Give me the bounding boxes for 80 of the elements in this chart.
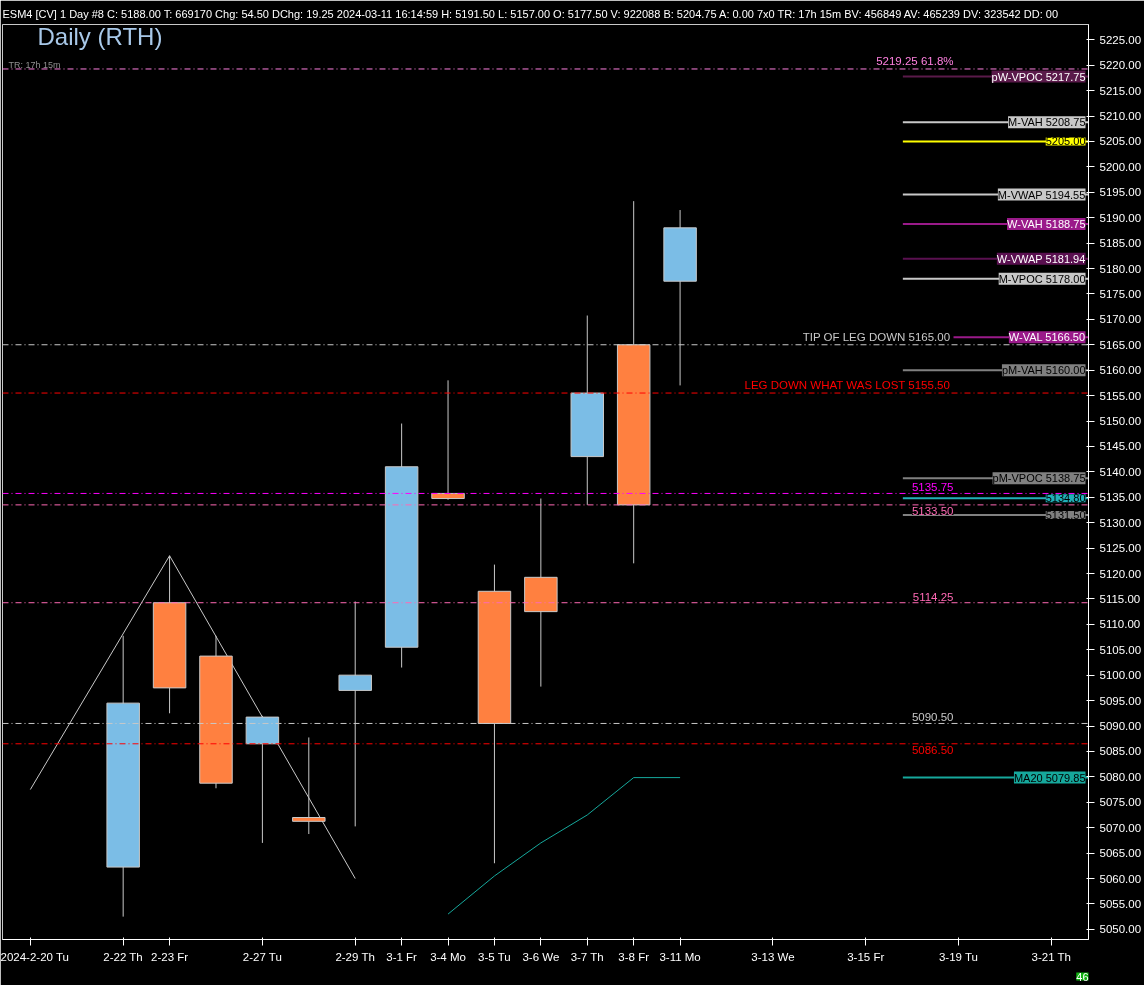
x-tick-label: 2-22 Th xyxy=(103,950,143,963)
x-tick-label: 3-4 Mo xyxy=(430,950,466,963)
y-tick-label: 5065.00 xyxy=(1099,847,1142,860)
ref-line-label: 5090.50 xyxy=(911,711,954,724)
x-tick-label: 3-13 We xyxy=(751,950,795,963)
y-tick-label: 5085.00 xyxy=(1099,745,1142,758)
candlestick xyxy=(292,736,326,835)
y-tick-label: 5205.00 xyxy=(1099,135,1142,148)
y-tick-label: 5160.00 xyxy=(1099,364,1142,377)
x-tick-label: 3-5 Tu xyxy=(478,950,511,963)
y-tick-label: 5150.00 xyxy=(1099,415,1142,427)
line-series xyxy=(447,777,681,915)
y-tick-label: 5120.00 xyxy=(1099,567,1142,580)
y-tick-label: 5195.00 xyxy=(1099,186,1142,199)
ref-line-label: 5135.75 xyxy=(911,481,954,494)
y-tick-label: 5130.00 xyxy=(1099,516,1142,529)
y-tick-label: 5135.00 xyxy=(1099,491,1142,504)
y-tick-label: 5155.00 xyxy=(1099,389,1142,402)
y-tick-label: 5105.00 xyxy=(1099,643,1142,656)
y-tick-label: 5110.00 xyxy=(1099,618,1141,631)
y-tick-label: 5050.00 xyxy=(1099,923,1142,936)
ref-line-label: pM-VAH 5160.00 xyxy=(1001,364,1086,377)
y-tick-label: 5170.00 xyxy=(1099,313,1142,326)
y-tick-label: 5140.00 xyxy=(1099,465,1142,478)
x-tick-label: 2-23 Fr xyxy=(151,950,189,963)
x-tick-label: 3-19 Tu xyxy=(938,950,978,963)
y-tick-label: 5225.00 xyxy=(1099,33,1142,46)
x-tick-label: 2-29 Th xyxy=(335,950,375,963)
y-tick-label: 5190.00 xyxy=(1099,211,1142,224)
y-tick-label: 5200.00 xyxy=(1099,160,1142,173)
y-tick-label: 5185.00 xyxy=(1099,237,1142,250)
y-tick-label: 5060.00 xyxy=(1099,872,1142,885)
y-tick-label: 5055.00 xyxy=(1099,897,1142,910)
y-tick-label: 5125.00 xyxy=(1099,542,1142,555)
ref-line-label: 5133.50 xyxy=(911,504,954,517)
y-tick-label: 5115.00 xyxy=(1099,592,1141,605)
y-tick-label: 5075.00 xyxy=(1099,796,1142,809)
x-tick-label: 3-15 Fr xyxy=(847,950,885,963)
text: TR: 17h 15m xyxy=(8,59,61,70)
text: ESM4 [CV] 1 Day #8 C: 5188.00 T: 669170 Chg: 54.50 DChg: 19.25 2024-03-11 16:14:59 H: 5191.50 L: 5157.00 O: 5177.50 V: 922088 B: 5204.75 A: 0.00 7x0 TR: 17h 15m BV: 456849 AV: 465239 DV: 323542 DD: 00 xyxy=(2,7,1059,20)
y-tick-label: 5080.00 xyxy=(1099,770,1142,783)
ref-line-label: M-VPOC 5178.00 xyxy=(998,272,1086,285)
y-tick-label: 5165.00 xyxy=(1099,338,1142,351)
x-tick-label: 2-27 Tu xyxy=(242,950,282,963)
ref-line-label: W-VWAP 5181.94 xyxy=(996,252,1086,265)
x-tick-label: 3-1 Fr xyxy=(386,950,418,963)
y-tick-label: 5090.00 xyxy=(1099,720,1142,732)
y-tick-label: 5220.00 xyxy=(1099,59,1142,72)
ref-line-label: 5205.00 xyxy=(1045,135,1086,148)
ref-line-label: pM-VPOC 5138.75 xyxy=(992,472,1086,485)
ref-line-label: 5219.25 61.8% xyxy=(876,54,954,67)
ref-line-label: 5086.50 xyxy=(911,743,954,756)
ref-line-label: LEG DOWN WHAT WAS LOST 5155.50 xyxy=(744,379,950,392)
ref-line-label: W-VAH 5188.75 xyxy=(1007,218,1086,231)
y-tick-label: 5180.00 xyxy=(1099,262,1142,275)
y-tick-label: 5145.00 xyxy=(1099,440,1142,453)
text: 46 xyxy=(1076,970,1089,983)
ref-line-label: TIP OF LEG DOWN 5165.00 xyxy=(802,330,951,343)
ref-line-label: 5134.80 xyxy=(1045,492,1086,505)
y-tick-label: 5070.00 xyxy=(1099,821,1142,834)
ref-line-label: M-VAH 5208.75 xyxy=(1008,116,1086,129)
y-tick-label: 5100.00 xyxy=(1099,669,1142,682)
x-tick-label: 3-7 Th xyxy=(570,950,604,963)
chart-title: Daily (RTH) xyxy=(37,22,163,50)
x-tick-label: 2024-2-20 Tu xyxy=(0,950,69,963)
candlestick xyxy=(431,379,465,501)
y-tick-label: 5175.00 xyxy=(1099,287,1142,300)
ref-line-label: W-VAL 5166.50 xyxy=(1008,331,1086,344)
y-tick-label: 5210.00 xyxy=(1099,110,1142,122)
y-tick-label: 5095.00 xyxy=(1099,694,1142,707)
ref-line-label: M-VWAP 5194.55 xyxy=(997,188,1086,201)
y-tick-label: 5215.00 xyxy=(1099,84,1142,97)
ref-line-label: MA20 5079.85 xyxy=(1013,771,1086,784)
x-tick-label: 3-11 Mo xyxy=(659,950,701,963)
x-tick-label: 3-6 We xyxy=(522,950,560,963)
x-tick-label: 3-21 Th xyxy=(1031,950,1071,963)
ref-line-label: 5114.25 xyxy=(912,590,954,603)
x-tick-label: 3-8 Fr xyxy=(618,950,650,963)
ref-line-label: pW-VPOC 5217.75 xyxy=(991,70,1086,83)
ref-line-label: 5131.50 xyxy=(1045,509,1086,522)
